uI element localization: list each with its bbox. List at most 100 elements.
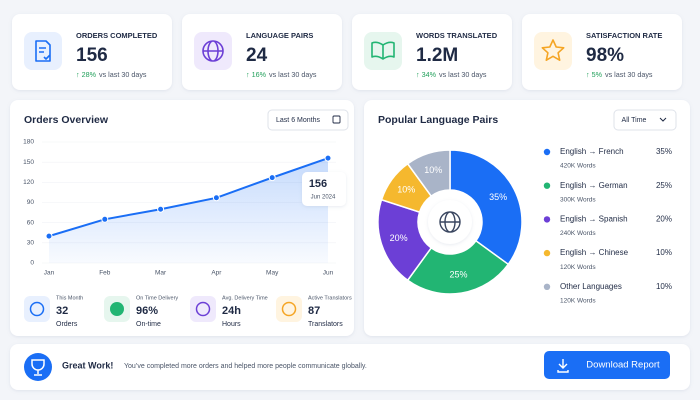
summary-icon-box (276, 296, 302, 322)
legend-value: 35% (656, 147, 672, 156)
y-tick-label: 30 (27, 240, 35, 247)
summary-icon (195, 301, 211, 317)
legend-value: 20% (656, 215, 672, 224)
stat-value: 156 (76, 45, 108, 66)
summary-label: Active Translators (308, 295, 352, 301)
stat-label: SATISFACTION RATE (586, 31, 662, 40)
summary-unit: Orders (56, 321, 78, 328)
stat-compare: vs last 30 days (439, 70, 487, 79)
tooltip-value: 156 (309, 178, 327, 190)
line (48, 157, 329, 238)
legend-dot (543, 148, 551, 156)
legend-label: English → Spanish (560, 215, 628, 224)
stat-change: ↑ 16% (246, 70, 267, 79)
stat-change-line: ↑ 5% vs last 30 days (586, 70, 653, 79)
stat-change: ↑ 28% (76, 70, 97, 79)
stat-value: 1.2M (416, 45, 458, 66)
stat-change-line: ↑ 28% vs last 30 days (76, 70, 147, 79)
y-tick-label: 60 (27, 219, 35, 226)
donut-slice (406, 149, 451, 198)
panel-title: Orders Overview (24, 114, 109, 126)
trophy-badge (24, 353, 52, 381)
legend-label: Other Languages (560, 282, 622, 291)
stat-compare: vs last 30 days (99, 70, 147, 79)
banner-message: You’ve completed more orders and helped … (124, 363, 367, 370)
legend-detail: 420K Words (560, 163, 596, 170)
legend-dot (543, 283, 551, 290)
download-button[interactable]: Download Report (544, 351, 670, 379)
summary-label: On Time Delivery (136, 295, 178, 301)
button-label[interactable]: Download Report (586, 360, 660, 371)
dropdown-box[interactable] (267, 109, 349, 131)
slice-label: 35% (489, 192, 507, 202)
button-bg[interactable] (544, 351, 670, 379)
stat-value: 98% (586, 45, 624, 66)
summary-value: 24h (222, 305, 241, 317)
stat-compare: vs last 30 days (605, 70, 653, 79)
stat-change-line: ↑ 16% vs last 30 days (246, 70, 317, 79)
banner (10, 344, 690, 390)
download-icon (557, 359, 569, 373)
panel-title: Popular Language Pairs (378, 114, 498, 126)
stat-label: LANGUAGE PAIRS (246, 31, 313, 40)
summary-unit: Hours (222, 321, 241, 328)
summary-value: 32 (56, 305, 68, 317)
point (101, 215, 109, 223)
summary-label: This Month (56, 295, 83, 301)
slice-label: 10% (397, 185, 415, 195)
range-dropdown[interactable]: Last 6 Months (267, 109, 349, 131)
legend-dot (543, 249, 551, 257)
legend-detail: 120K Words (560, 298, 596, 305)
calendar-icon (332, 115, 341, 124)
dropdown-box[interactable] (613, 109, 677, 131)
legend-detail: 300K Words (560, 196, 596, 203)
globe-icon (439, 211, 461, 233)
x-tick-label: Jan (44, 270, 55, 277)
donut-slice (406, 239, 510, 295)
x-tick-label: May (266, 270, 279, 277)
summary-label: Avg. Delivery Time (222, 295, 268, 301)
stat-label: ORDERS COMPLETED (76, 31, 158, 40)
summary-icon (110, 302, 124, 316)
x-tick-label: Mar (155, 270, 167, 277)
stat-icon (202, 40, 224, 62)
stat-change-line: ↑ 34% vs last 30 days (416, 70, 487, 79)
legend-value: 25% (656, 181, 672, 190)
summary-icon (29, 301, 45, 317)
legend-dot (543, 216, 551, 223)
chevron-icon (659, 117, 667, 122)
period-dropdown[interactable]: All Time (613, 109, 677, 131)
tooltip (302, 172, 346, 206)
summary-icon-box (190, 296, 216, 322)
stat-change: ↑ 5% (586, 70, 603, 79)
slice-label: 10% (424, 165, 442, 175)
y-tick-label: 90 (27, 199, 35, 206)
point (324, 154, 332, 162)
dropdown-label[interactable]: All Time (622, 117, 647, 124)
stat-icon (35, 40, 51, 62)
point (212, 194, 220, 202)
stat-compare: vs last 30 days (269, 70, 317, 79)
summary-icon-box (24, 296, 50, 322)
stat-label: WORDS TRANSLATED (416, 31, 498, 40)
stat-value: 24 (246, 45, 268, 66)
x-tick-label: Jun (323, 270, 334, 277)
y-tick-label: 180 (23, 139, 34, 146)
summary-value: 87 (308, 305, 320, 317)
area (49, 158, 328, 263)
legend-value: 10% (656, 248, 672, 257)
x-tick-label: Apr (211, 270, 222, 277)
summary-unit: Translators (308, 321, 343, 328)
dropdown-label[interactable]: Last 6 Months (276, 117, 320, 124)
stat-icon (541, 39, 565, 61)
x-tick-label: Feb (99, 270, 111, 277)
y-tick-label: 0 (30, 260, 34, 267)
y-tick-label: 150 (23, 159, 34, 166)
donut-slice (449, 149, 523, 266)
point (45, 232, 53, 240)
y-tick-label: 120 (23, 179, 34, 186)
legend-dot (543, 182, 551, 189)
stat-change: ↑ 34% (416, 70, 437, 79)
